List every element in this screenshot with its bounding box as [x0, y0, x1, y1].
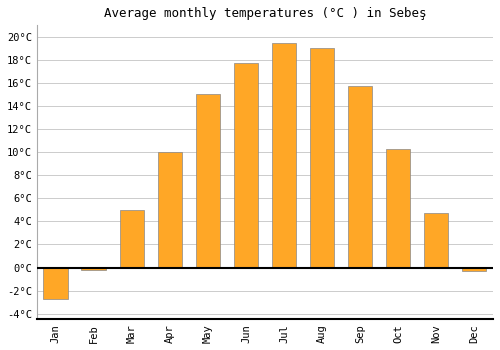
Title: Average monthly temperatures (°C ) in Sebeş: Average monthly temperatures (°C ) in Se… — [104, 7, 426, 20]
Bar — [424, 213, 448, 267]
Bar — [158, 152, 182, 267]
Bar — [196, 94, 220, 267]
Bar — [82, 267, 106, 270]
Bar — [44, 267, 68, 299]
Bar — [272, 43, 296, 267]
Bar — [386, 149, 410, 267]
Bar — [348, 86, 372, 267]
Bar — [462, 267, 486, 271]
Bar — [234, 63, 258, 267]
Bar — [120, 210, 144, 267]
Bar — [310, 48, 334, 267]
